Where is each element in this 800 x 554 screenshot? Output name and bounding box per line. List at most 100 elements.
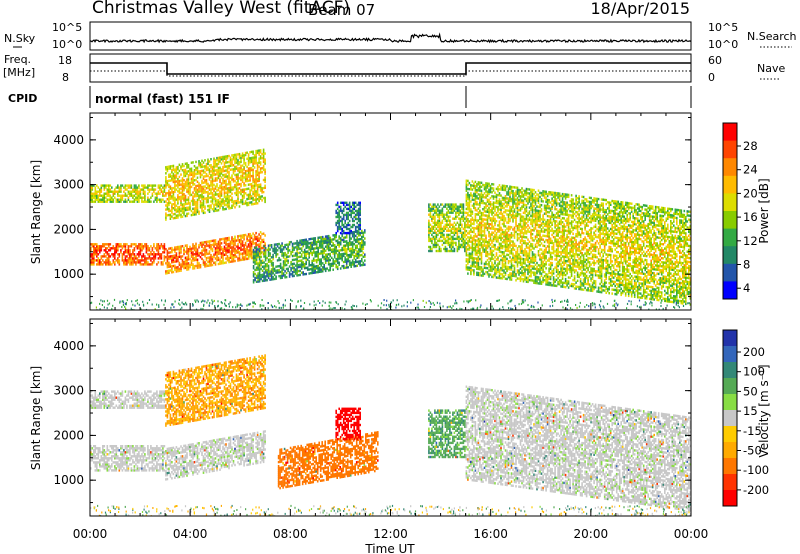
colorbar-swatch (723, 263, 737, 282)
velocity-feature-6 (428, 409, 466, 459)
xtick-label: 20:00 (574, 527, 609, 541)
colorbar-swatch (723, 281, 737, 300)
power-feature-0 (90, 243, 166, 266)
cpid-label: CPID (8, 92, 37, 105)
colorbar-tick-label: 24 (743, 163, 758, 177)
ytick-label: 4000 (53, 133, 84, 147)
colorbar-swatch (723, 193, 737, 212)
velocity-axis: 4000 3000 2000 1000 (53, 319, 692, 516)
xtick-label: 00:00 (73, 527, 108, 541)
velocity-feature-5 (335, 407, 361, 441)
power-speckle (90, 298, 690, 310)
colorbar-swatch (723, 228, 737, 247)
colorbar-swatch (723, 426, 737, 443)
velocity-feature-3 (165, 354, 266, 427)
colorbar-swatch (723, 490, 737, 507)
velocity-heatmap (90, 354, 691, 516)
velocity-colorbar: 200 100 50 15 -15 -50 -100 -200 (722, 329, 769, 507)
colorbar-swatch (723, 140, 737, 159)
power-feature-6 (428, 203, 466, 253)
colorbar-tick-label: -200 (743, 483, 769, 497)
colorbar-tick-label: 20 (743, 186, 758, 200)
ytick-label: 1000 (53, 267, 84, 281)
x-axis-label: Time UT (364, 542, 415, 554)
colorbar-swatch (723, 175, 737, 194)
nave-trace (90, 70, 691, 77)
velocity-feature-4 (277, 431, 379, 490)
colorbar-tick-label: -15 (743, 424, 762, 438)
nsearch-top-tick: 10^5 (708, 21, 738, 34)
xtick-label: 16:00 (473, 527, 508, 541)
power-feature-2 (165, 231, 266, 275)
nsearch-bottom-tick: 10^0 (708, 38, 738, 51)
colorbar-tick-label: 100 (743, 365, 765, 379)
nsky-top-tick: 10^5 (52, 21, 82, 34)
velocity-ylabel: Slant Range [km] (29, 366, 43, 470)
colorbar-swatch (723, 378, 737, 395)
colorbar-swatch (723, 346, 737, 363)
freq-top-tick: 18 (58, 54, 72, 67)
nsky-bottom-tick: 10^0 (52, 38, 82, 51)
ytick-label: 2000 (53, 428, 84, 442)
xtick-label: 00:00 (674, 527, 709, 541)
nave-bottom-tick: 0 (708, 71, 715, 84)
colorbar-tick-label: 12 (743, 234, 758, 248)
colorbar-swatch (723, 394, 737, 411)
plot-date: 18/Apr/2015 (590, 0, 690, 18)
xtick-label: 12:00 (373, 527, 408, 541)
colorbar-swatch (723, 330, 737, 347)
ytick-label: 3000 (53, 178, 84, 192)
velocity-feature-2 (165, 430, 266, 481)
nsky-trace (89, 32, 692, 44)
colorbar-swatch (723, 246, 737, 265)
velocity-feature-1 (90, 390, 166, 409)
freq-unit-label: [MHz] (3, 66, 35, 79)
ytick-label: 3000 (53, 384, 84, 398)
colorbar-swatch (723, 362, 737, 379)
ytick-label: 2000 (53, 222, 84, 236)
power-feature-7 (465, 179, 691, 306)
power-feature-3 (165, 148, 266, 221)
ytick-label: 4000 (53, 339, 84, 353)
velocity-colorbar-label: Velocity [m s⁻¹] (757, 364, 771, 457)
xtick-label: 04:00 (173, 527, 208, 541)
colorbar-swatch (723, 442, 737, 459)
colorbar-tick-label: 200 (743, 345, 765, 359)
colorbar-tick-label: 15 (743, 404, 758, 418)
nave-top-tick: 60 (708, 54, 722, 67)
freq-trace (90, 62, 691, 75)
freq-bottom-tick: 8 (62, 71, 69, 84)
nsky-label: N.Sky (4, 32, 36, 45)
power-colorbar: 28 24 20 16 12 8 4 (722, 122, 758, 300)
beam-label: Beam 07 (308, 1, 375, 19)
power-feature-1 (90, 184, 166, 203)
colorbar-tick-label: -100 (743, 463, 769, 477)
freq-label: Freq. (4, 53, 31, 66)
velocity-feature-0 (90, 445, 166, 472)
colorbar-swatch (723, 458, 737, 475)
velocity-feature-7 (465, 385, 691, 512)
colorbar-tick-label: 28 (743, 139, 758, 153)
colorbar-swatch (723, 410, 737, 427)
power-feature-5 (335, 201, 361, 235)
time-axis: 00:00 04:00 08:00 12:00 16:00 20:00 00:00 (73, 527, 709, 541)
colorbar-swatch (723, 211, 737, 230)
power-axis: 4000 3000 2000 1000 (53, 113, 692, 310)
power-colorbar-label: Power [dB] (757, 178, 771, 243)
freq-panel-frame (89, 53, 692, 83)
nsky-panel-frame (89, 21, 692, 51)
nave-label: Nave (757, 62, 785, 75)
colorbar-tick-label: -50 (743, 444, 762, 458)
colorbar-tick-label: 16 (743, 210, 758, 224)
plot-title: Christmas Valley West (fitACF) (92, 0, 350, 18)
colorbar-swatch (723, 123, 737, 142)
colorbar-swatch (723, 474, 737, 491)
nsearch-label: N.Search (747, 30, 797, 43)
power-feature-4 (252, 229, 366, 284)
power-heatmap (90, 148, 691, 310)
ytick-label: 1000 (53, 473, 84, 487)
xtick-label: 08:00 (273, 527, 308, 541)
colorbar-tick-label: 8 (743, 258, 750, 272)
colorbar-tick-label: 50 (743, 384, 758, 398)
